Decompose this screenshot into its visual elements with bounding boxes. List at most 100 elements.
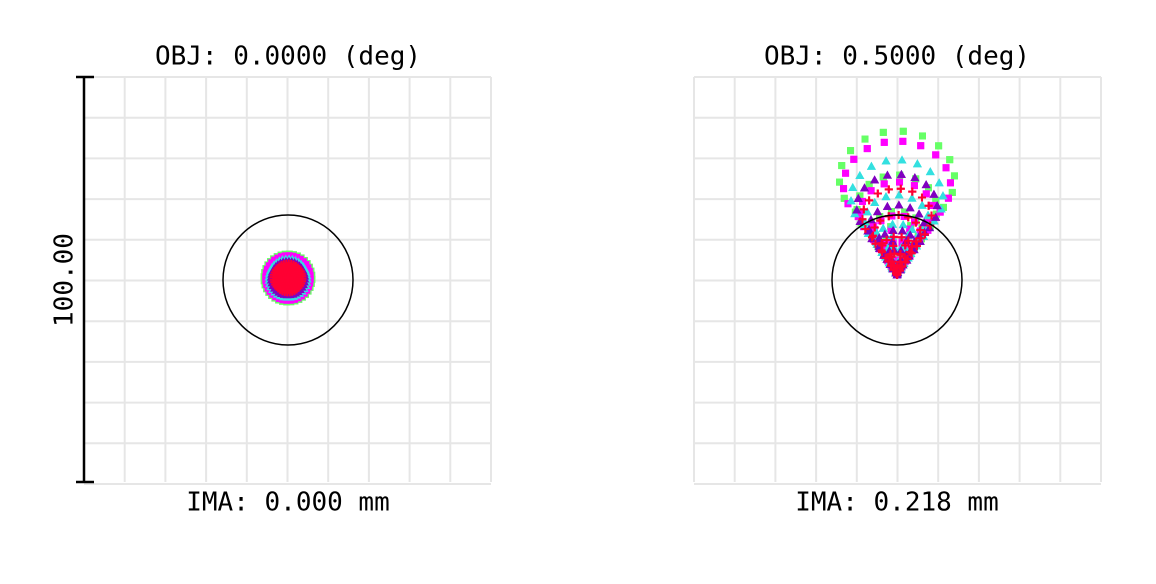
spot bbox=[852, 205, 862, 214]
spot bbox=[911, 218, 920, 227]
spot bbox=[894, 200, 904, 209]
spot bbox=[884, 185, 893, 194]
spot bbox=[916, 226, 925, 235]
spot bbox=[882, 201, 892, 210]
spot bbox=[877, 246, 886, 255]
spot bbox=[862, 207, 872, 216]
spot bbox=[873, 207, 883, 216]
spot bbox=[859, 183, 869, 192]
spot bbox=[917, 142, 925, 150]
panel-title: OBJ: 0.5000 (deg) bbox=[764, 42, 1030, 72]
spot bbox=[306, 275, 314, 283]
spot bbox=[925, 215, 933, 223]
spot bbox=[929, 189, 939, 198]
spot bbox=[887, 261, 896, 270]
spots bbox=[260, 127, 958, 306]
spot bbox=[932, 201, 942, 210]
spot bbox=[900, 212, 908, 220]
spot bbox=[886, 250, 895, 259]
spot bbox=[842, 169, 850, 177]
spot bbox=[870, 223, 879, 232]
spot bbox=[903, 254, 912, 263]
grids bbox=[83, 76, 1102, 485]
spot bbox=[917, 193, 926, 202]
spot bbox=[922, 190, 930, 198]
spot bbox=[896, 178, 904, 186]
spot bbox=[892, 263, 901, 272]
spot bbox=[904, 236, 913, 245]
scale-label: 100.00 bbox=[50, 233, 80, 327]
spot bbox=[899, 127, 907, 135]
spot bbox=[274, 254, 282, 262]
spot bbox=[905, 203, 915, 212]
scale-bar bbox=[76, 75, 94, 484]
spot bbox=[910, 182, 918, 190]
spot bbox=[888, 236, 898, 245]
spot bbox=[877, 239, 886, 248]
spot bbox=[878, 223, 888, 232]
spot bbox=[898, 220, 908, 229]
spot bbox=[897, 226, 907, 235]
spot bbox=[901, 241, 910, 250]
spot bbox=[917, 200, 927, 209]
spot bbox=[881, 254, 890, 263]
spot bbox=[858, 215, 867, 224]
spot bbox=[278, 253, 286, 261]
spot bbox=[894, 190, 904, 199]
spot bbox=[840, 194, 848, 202]
spot bbox=[946, 179, 954, 187]
spot bbox=[880, 229, 890, 238]
spot bbox=[925, 167, 935, 176]
spot bbox=[910, 173, 920, 182]
spot bbox=[888, 226, 898, 235]
spot bbox=[889, 232, 898, 241]
spot bbox=[881, 156, 891, 165]
spot bbox=[924, 201, 933, 210]
spot bbox=[888, 257, 897, 266]
spot bbox=[938, 191, 948, 200]
spot bbox=[896, 169, 906, 178]
spot bbox=[853, 193, 863, 202]
spot bbox=[262, 269, 270, 277]
spot bbox=[879, 173, 887, 181]
spot bbox=[879, 128, 887, 136]
spot bbox=[921, 180, 931, 189]
spot bbox=[873, 189, 882, 198]
spot bbox=[840, 185, 848, 193]
spot bbox=[836, 178, 844, 186]
spot bbox=[905, 247, 914, 256]
spot bbox=[896, 250, 905, 259]
spot bbox=[929, 201, 937, 209]
spot bbox=[932, 196, 940, 204]
spot bbox=[899, 137, 907, 145]
spot bbox=[880, 138, 888, 146]
spot bbox=[934, 178, 944, 187]
spot bbox=[931, 212, 941, 221]
spot bbox=[847, 147, 855, 155]
spot bbox=[898, 262, 907, 271]
spot bbox=[916, 234, 925, 243]
panel-title: OBJ: 0.0000 (deg) bbox=[155, 42, 421, 72]
spot bbox=[887, 208, 895, 216]
spot bbox=[908, 187, 917, 196]
spot bbox=[944, 194, 952, 202]
spot bbox=[855, 170, 865, 179]
spot bbox=[918, 132, 926, 140]
spot bbox=[304, 264, 312, 272]
spot bbox=[850, 155, 858, 163]
spot bbox=[907, 193, 917, 202]
spot bbox=[905, 230, 915, 239]
spot bbox=[870, 175, 880, 184]
spot bbox=[897, 233, 906, 242]
image-label: IMA: 0.000 mm bbox=[186, 488, 390, 518]
spot bbox=[869, 222, 877, 230]
spot bbox=[905, 244, 913, 252]
spot bbox=[904, 213, 913, 222]
airy-circle bbox=[831, 214, 963, 346]
spot bbox=[859, 205, 868, 214]
spot bbox=[880, 180, 888, 188]
airy-circle bbox=[222, 214, 354, 346]
spot bbox=[881, 192, 891, 201]
spot bbox=[893, 271, 901, 279]
